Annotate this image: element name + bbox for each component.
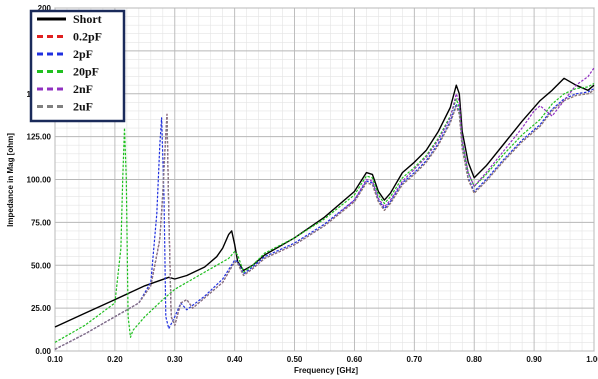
x-axis-title: Frequency [GHz] [294,366,358,375]
series-line-20pf [54,82,595,343]
y-tick-label: 100.00 [27,176,52,185]
series-line-2pf [54,88,595,350]
series-line-2uf [54,89,595,350]
grid [54,7,595,352]
legend-label: 2pF [73,47,93,61]
x-tick-label: 0.10 [47,355,63,364]
y-tick-label: 75.00 [31,218,52,227]
x-tick-label: 0.70 [407,355,423,364]
series-line-short [54,77,595,328]
y-tick-label: 200 [38,4,52,13]
legend-label: 2uF [73,100,93,114]
x-tick-label: 0.30 [167,355,183,364]
legend: Short 0.2pF 2pF 20pF 2nF 2uF [29,9,126,123]
y-tick-label: 50.00 [31,261,52,270]
legend-label: 0.2pF [73,30,102,44]
x-tick-label: 0.90 [526,355,542,364]
x-tick-label: 0.20 [107,355,123,364]
legend-label: 20pF [73,65,99,79]
series-group [54,67,595,350]
x-tick-label: 0.60 [347,355,363,364]
x-tick-label: 1.00 [586,355,598,364]
x-tick-label: 0.80 [466,355,482,364]
y-tick-label: 0.00 [35,347,51,356]
legend-label: 2nF [73,82,93,96]
y-tick-label: 125.00 [27,133,52,142]
legend-box [29,9,126,123]
x-tick-label: 0.50 [287,355,303,364]
y-axis-title: Impedance in Mag [ohm] [6,133,15,227]
x-tick-label: 0.40 [227,355,243,364]
y-tick-label: 25.00 [31,304,52,313]
legend-label: Short [73,12,102,26]
